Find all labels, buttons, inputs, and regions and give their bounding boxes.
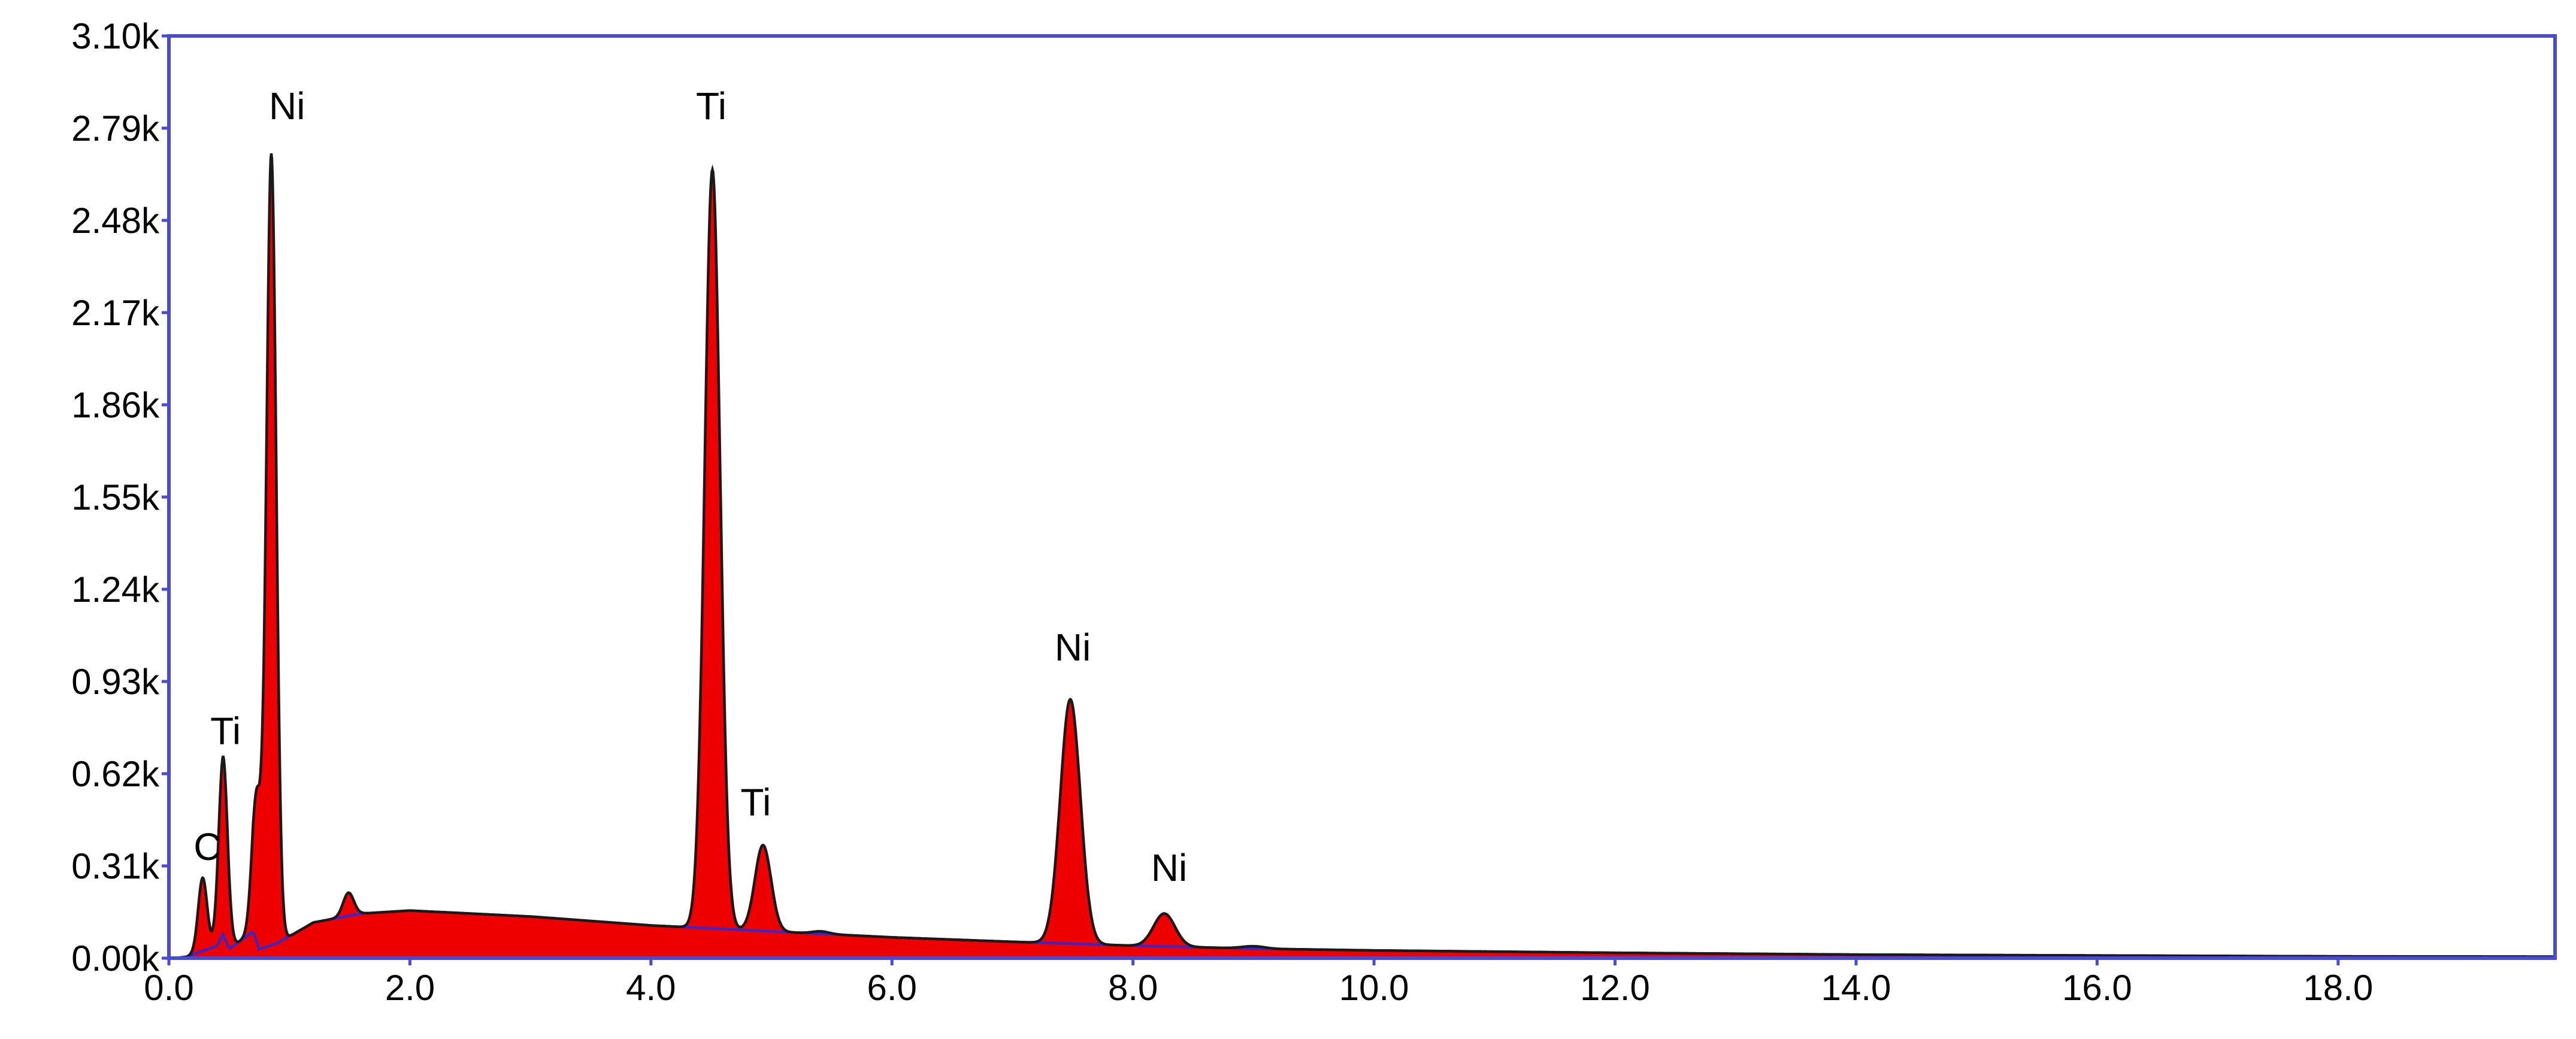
x-tick-label: 18.0 (2303, 968, 2373, 1008)
y-tick-label: 2.79k (71, 108, 160, 149)
y-tick-label: 1.86k (71, 385, 160, 425)
x-tick-label: 2.0 (385, 968, 435, 1008)
y-tick-label: 2.17k (71, 293, 160, 333)
x-tick-label: 14.0 (1821, 968, 1891, 1008)
y-tick-label: 1.55k (71, 477, 160, 517)
y-tick-label: 0.93k (71, 662, 160, 702)
x-tick-label: 6.0 (867, 968, 917, 1008)
plot-frame (167, 34, 2557, 960)
x-axis: 0.0 2.0 4.0 6.0 8.0 10.0 12.0 14.0 16.0 18.0 (144, 958, 2373, 1008)
peak-label: Ti (696, 84, 727, 128)
y-tick-label: 2.48k (71, 201, 160, 241)
peak-label: Ni (1055, 626, 1091, 669)
peak-label: Ni (1151, 846, 1187, 889)
peak-label: C (193, 825, 221, 868)
x-tick-label: 16.0 (2062, 968, 2132, 1008)
x-tick-label: 4.0 (626, 968, 676, 1008)
plot-frame-layer (167, 34, 2557, 960)
y-tick-label: 0.31k (71, 846, 160, 886)
x-tick-label: 0.0 (144, 968, 193, 1008)
y-tick-label: 1.24k (71, 570, 160, 610)
peak-labels: C Ti Ni Ti Ti Ni Ni (193, 84, 1187, 889)
spectrum-line (174, 153, 2554, 960)
spectrum-line-layer (174, 153, 2554, 960)
peak-label: Ni (269, 84, 305, 128)
spectrum-fill-layer (175, 153, 2554, 959)
y-tick-label: 3.10k (71, 16, 160, 56)
peak-label: Ti (740, 781, 771, 824)
x-tick-label: 10.0 (1339, 968, 1409, 1008)
x-tick-label: 12.0 (1580, 968, 1650, 1008)
y-axis: 0.00k 0.31k 0.62k 0.93k 1.24k 1.55k 1.86k 2.17k… (71, 16, 169, 979)
x-tick-label: 8.0 (1108, 968, 1158, 1008)
y-tick-label: 0.62k (71, 754, 160, 794)
y-tick-label: 0.00k (71, 938, 160, 979)
peak-label: Ti (210, 709, 241, 752)
spectrum-area (175, 153, 2554, 959)
